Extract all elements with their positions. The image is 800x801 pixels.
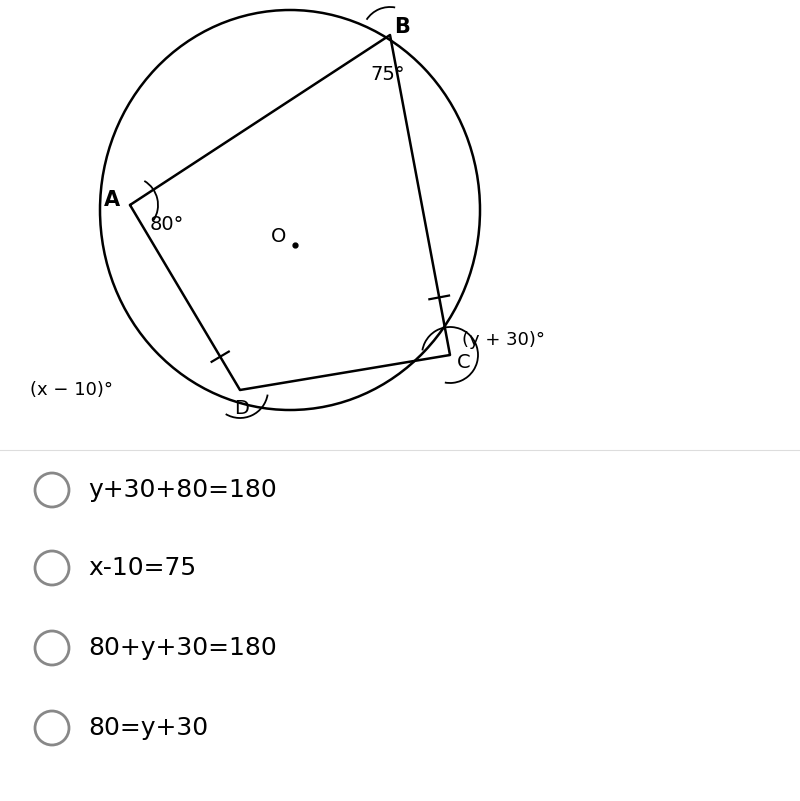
Text: x-10=75: x-10=75 <box>88 556 196 580</box>
Text: D: D <box>234 399 250 417</box>
Text: 80°: 80° <box>150 215 184 235</box>
Text: B: B <box>394 17 410 37</box>
Text: C: C <box>457 353 471 372</box>
Text: (x − 10)°: (x − 10)° <box>30 381 113 399</box>
Text: y+30+80=180: y+30+80=180 <box>88 478 277 502</box>
Text: 80+y+30=180: 80+y+30=180 <box>88 636 277 660</box>
Text: 80=y+30: 80=y+30 <box>88 716 208 740</box>
Text: O: O <box>271 227 286 247</box>
Text: (y + 30)°: (y + 30)° <box>462 331 545 349</box>
Text: A: A <box>104 190 120 210</box>
Text: 75°: 75° <box>370 66 405 84</box>
